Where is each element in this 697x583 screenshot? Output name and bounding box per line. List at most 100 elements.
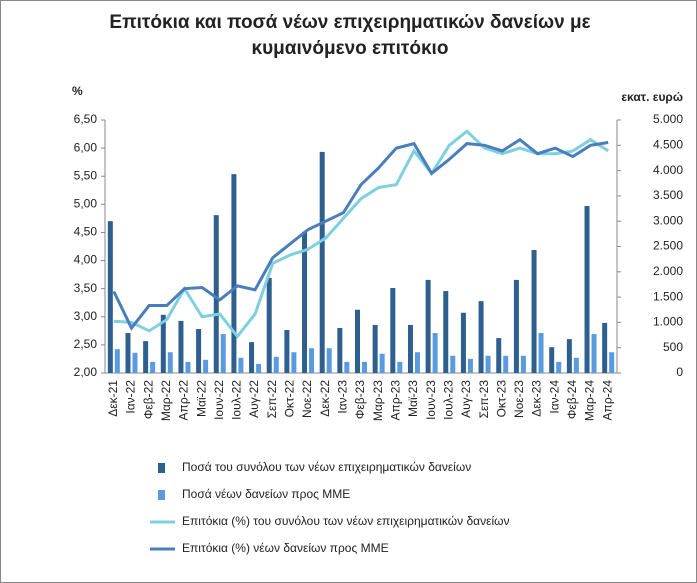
x-tick-label: Αυγ-23 <box>459 380 473 418</box>
x-tick-label: Ιουν-23 <box>424 380 438 420</box>
x-tick-label: Αυγ-22 <box>247 380 261 418</box>
y2-tick-label: 4.500 <box>653 137 683 151</box>
bar <box>302 231 308 373</box>
x-tick-label: Μαρ-24 <box>583 380 597 421</box>
bar <box>291 352 297 373</box>
bar <box>407 324 413 373</box>
bar <box>478 301 484 373</box>
bar <box>450 355 456 373</box>
bar <box>372 324 378 373</box>
y2-tick-label: 3.500 <box>653 188 683 202</box>
bar <box>326 348 332 373</box>
bar <box>460 312 466 373</box>
bar <box>344 361 350 373</box>
x-tick-label: Μαρ-22 <box>159 380 173 421</box>
y2-axis-label: εκατ. ευρώ <box>621 90 683 104</box>
bar <box>566 339 572 373</box>
chart-title: Επιτόκια και ποσά νέων επιχειρηματικών δ… <box>109 12 591 59</box>
y-tick-label: 2,50 <box>74 337 98 351</box>
y-tick-label: 6,00 <box>74 140 98 154</box>
bar <box>196 328 202 373</box>
y-tick-label: 4,50 <box>74 225 98 239</box>
y2-tick-label: 3.000 <box>653 213 683 227</box>
y-tick-label: 3,00 <box>74 309 98 323</box>
y-tick-label: 6,50 <box>74 112 98 126</box>
x-tick-label: Μαϊ-22 <box>194 380 208 417</box>
y-tick-label: 5,50 <box>74 168 98 182</box>
x-tick-label: Νοε-23 <box>512 380 526 418</box>
y2-tick-label: 2.000 <box>653 264 683 278</box>
bar <box>203 359 209 373</box>
y-tick-label: 4,00 <box>74 253 98 267</box>
x-tick-label: Νοε-22 <box>300 380 314 418</box>
bar <box>432 333 438 373</box>
y-tick-label: 3,50 <box>74 281 98 295</box>
bar <box>284 329 290 373</box>
bar <box>185 361 191 373</box>
bar <box>319 151 325 373</box>
legend-label: Ποσά νέων δανείων προς ΜΜΕ <box>182 487 350 501</box>
x-tick-label: Απρ-24 <box>600 380 614 421</box>
bar <box>143 341 149 373</box>
bar <box>485 355 491 373</box>
bar <box>602 322 608 373</box>
legend-label: Επιτόκια (%) του συνόλου των νέων επιχει… <box>182 514 510 528</box>
bar <box>132 352 138 373</box>
bar <box>231 174 237 373</box>
bar <box>531 250 537 373</box>
bar <box>503 355 509 373</box>
bar <box>379 353 385 373</box>
x-tick-label: Σεπ-23 <box>477 380 491 419</box>
bar <box>167 352 173 373</box>
bar <box>273 356 279 373</box>
x-tick-label: Οκτ-23 <box>494 380 508 418</box>
bar <box>337 327 343 373</box>
y2-tick-label: 1.000 <box>653 315 683 329</box>
bar <box>467 358 473 373</box>
bar <box>390 287 396 373</box>
x-tick-label: Ιουλ-23 <box>441 380 455 420</box>
legend-label: Ποσά του συνόλου των νέων επιχειρηματικώ… <box>182 460 471 474</box>
bar <box>496 338 502 373</box>
bar <box>362 361 367 373</box>
x-tick-label: Ιουν-22 <box>212 380 226 420</box>
x-tick-label: Φεβ-22 <box>141 380 155 419</box>
bar <box>513 279 519 373</box>
x-tick-label: Μαϊ-23 <box>406 380 420 417</box>
bar <box>213 215 219 373</box>
bar <box>238 357 244 373</box>
y2-tick-label: 0 <box>676 365 683 379</box>
bar <box>150 361 156 373</box>
bar <box>556 361 562 373</box>
y2-tick-label: 500 <box>663 340 683 354</box>
x-tick-label: Απρ-23 <box>388 380 402 421</box>
legend-swatch <box>158 490 165 500</box>
x-tick-label: Φεβ-24 <box>565 380 579 419</box>
bar <box>160 314 166 373</box>
bar <box>397 361 403 373</box>
bar <box>256 363 262 373</box>
y2-tick-label: 2.500 <box>653 239 683 253</box>
bar <box>309 348 315 373</box>
x-tick-label: Ιαν-22 <box>124 380 138 414</box>
x-tick-label: Ιαν-24 <box>547 380 561 414</box>
bar <box>125 333 131 373</box>
bar <box>591 334 597 373</box>
bar <box>538 333 544 373</box>
x-tick-label: Φεβ-23 <box>353 380 367 419</box>
line <box>112 137 609 331</box>
x-tick-label: Ιουλ-22 <box>230 380 244 420</box>
bar <box>107 221 113 373</box>
x-tick-label: Οκτ-22 <box>283 380 297 418</box>
legend-swatch <box>158 463 165 473</box>
y2-tick-label: 5.000 <box>653 112 683 126</box>
bar <box>425 279 431 373</box>
line <box>113 129 609 339</box>
bar <box>549 347 555 373</box>
x-tick-label: Ιαν-23 <box>336 380 350 414</box>
bar <box>249 342 255 373</box>
x-tick-label: Απρ-22 <box>177 380 191 421</box>
y-axis-label: % <box>72 84 83 98</box>
